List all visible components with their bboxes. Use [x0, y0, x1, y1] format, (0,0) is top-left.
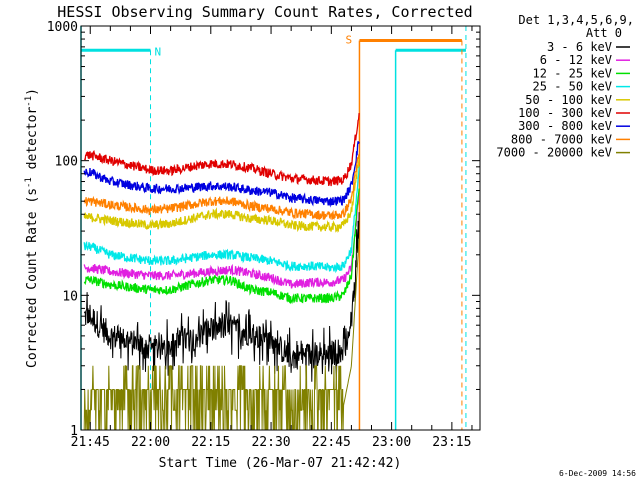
series-line: [83, 166, 360, 274]
legend-label: 7000 - 20000 keV: [496, 146, 612, 160]
x-tick-label: 22:45: [312, 435, 351, 450]
series-line: [83, 153, 360, 221]
annotation-n-label: N: [155, 45, 162, 58]
legend-label: 12 - 25 keV: [533, 66, 612, 80]
plot-frame: [80, 25, 481, 431]
y-tick-label: 10: [62, 289, 78, 304]
x-tick-label: 22:30: [251, 435, 290, 450]
annotation-s-label: S: [345, 34, 352, 47]
chart-title: HESSI Observing Summary Count Rates, Cor…: [57, 3, 472, 21]
x-tick-label: 21:45: [71, 435, 110, 450]
x-tick-label: 23:15: [432, 435, 471, 450]
series-line: [83, 188, 360, 305]
legend-header-line-2: Att 0: [586, 26, 622, 40]
footer-date: 6-Dec-2009 14:56: [559, 469, 636, 478]
x-tick-label: 22:00: [131, 435, 170, 450]
legend-label: 50 - 100 keV: [525, 93, 612, 107]
legend-label: 25 - 50 keV: [533, 80, 612, 94]
series-line: [83, 212, 360, 382]
legend-label: 100 - 300 keV: [518, 106, 612, 120]
y-axis: 1 10 100 1000: [47, 20, 480, 439]
legend-label: 6 - 12 keV: [540, 53, 612, 67]
series-line: [83, 193, 360, 289]
x-axis: 21:45 22:00 22:15 22:30 22:45 23:00 23:15: [71, 26, 473, 450]
y-axis-label: Corrected Count Rate (s-1 detector-1): [24, 88, 40, 368]
legend-header-line-1: Det 1,3,4,5,6,9,: [518, 13, 634, 27]
series-line: [83, 156, 360, 233]
series-line: [83, 141, 360, 208]
y-tick-label: 1000: [47, 20, 78, 35]
x-axis-label: Start Time (26-Mar-07 21:42:42): [159, 456, 402, 471]
legend-label: 800 - 7000 keV: [511, 132, 612, 146]
legend-label: 300 - 800 keV: [518, 119, 612, 133]
x-tick-label: 22:15: [191, 435, 230, 450]
series-layer: [83, 113, 360, 431]
series-line: [84, 113, 360, 187]
y-tick-label: 1: [70, 424, 78, 439]
legend-label: 3 - 6 keV: [547, 40, 612, 54]
y-tick-label: 100: [55, 155, 78, 170]
x-tick-label: 23:00: [372, 435, 411, 450]
